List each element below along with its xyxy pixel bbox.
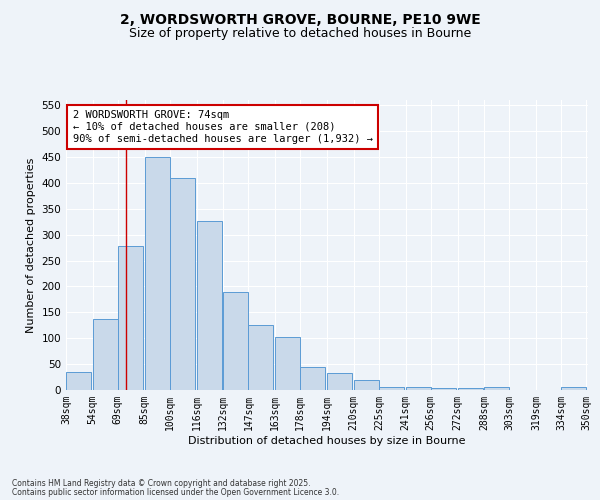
Bar (275, 337, 300, 390)
Bar (300, 366, 325, 390)
Bar (379, 387, 404, 390)
Bar (170, 178, 195, 390)
Bar (223, 292, 248, 390)
Y-axis label: Number of detached properties: Number of detached properties (26, 158, 36, 332)
Bar (561, 388, 586, 390)
Bar (248, 326, 274, 390)
Text: 2 WORDSWORTH GROVE: 74sqm
← 10% of detached houses are smaller (208)
90% of semi: 2 WORDSWORTH GROVE: 74sqm ← 10% of detac… (73, 110, 373, 144)
Bar (484, 388, 509, 390)
Bar (118, 246, 143, 390)
Text: 2, WORDSWORTH GROVE, BOURNE, PE10 9WE: 2, WORDSWORTH GROVE, BOURNE, PE10 9WE (119, 12, 481, 26)
Bar (145, 157, 170, 390)
Bar (354, 380, 379, 390)
Text: Contains HM Land Registry data © Crown copyright and database right 2025.: Contains HM Land Registry data © Crown c… (12, 479, 311, 488)
Bar (197, 220, 221, 390)
Text: Size of property relative to detached houses in Bourne: Size of property relative to detached ho… (129, 28, 471, 40)
Bar (66, 372, 91, 390)
Text: Contains public sector information licensed under the Open Government Licence 3.: Contains public sector information licen… (12, 488, 339, 497)
Bar (406, 387, 431, 390)
X-axis label: Distribution of detached houses by size in Bourne: Distribution of detached houses by size … (188, 436, 466, 446)
Bar (458, 388, 482, 390)
Bar (431, 388, 456, 390)
Bar (93, 318, 118, 390)
Bar (327, 373, 352, 390)
